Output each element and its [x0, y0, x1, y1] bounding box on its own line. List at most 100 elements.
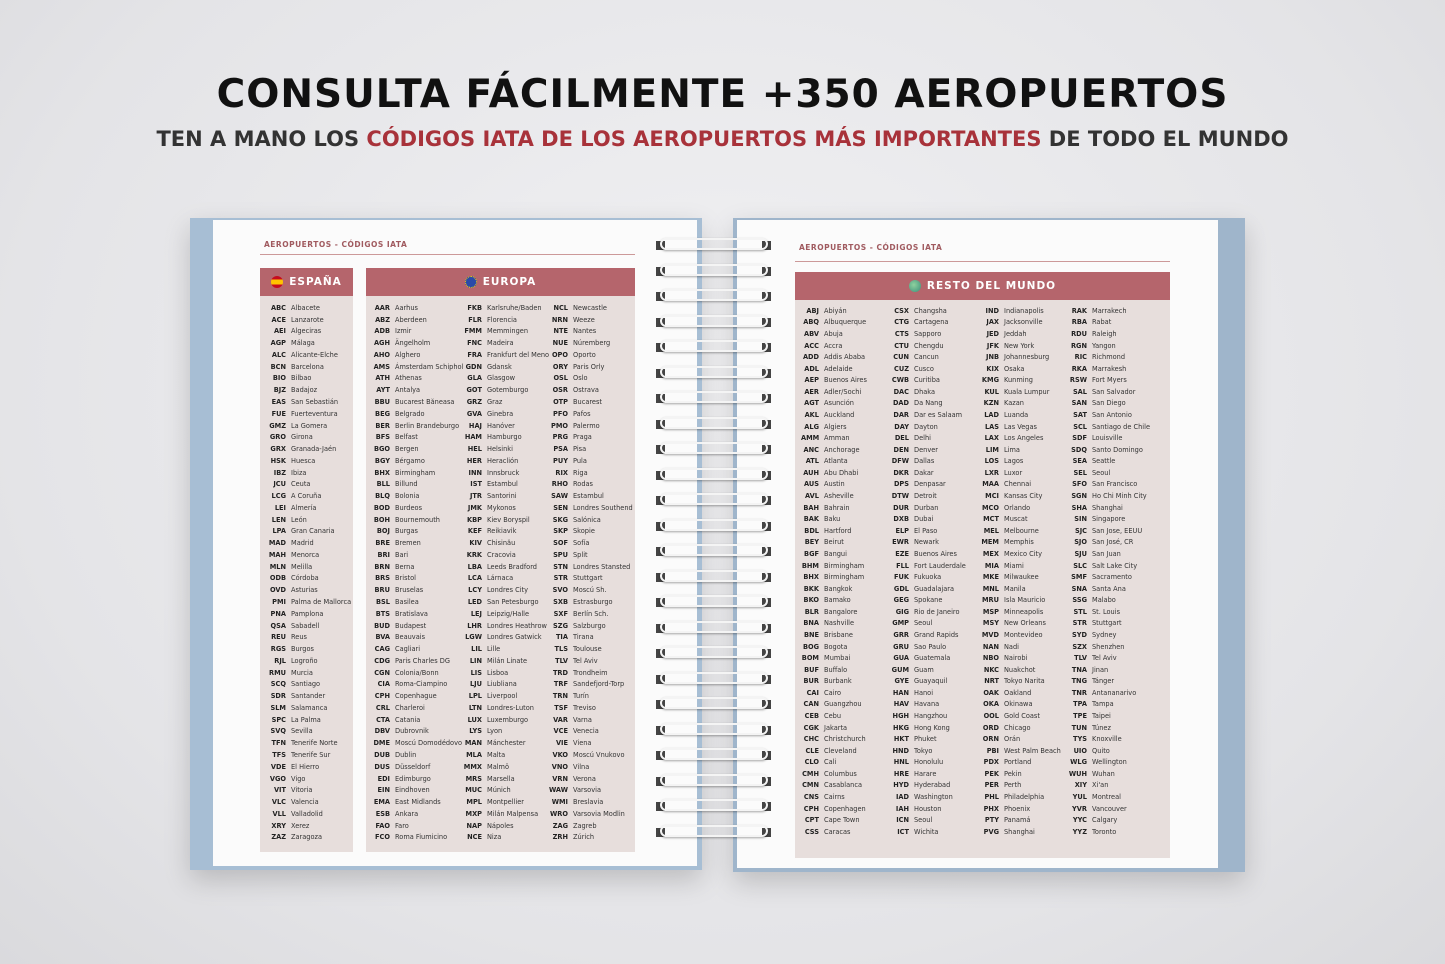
- iata-code: TNG: [1071, 677, 1087, 686]
- iata-code: CTU: [894, 341, 909, 350]
- iata-code: EDI: [377, 774, 390, 783]
- airport-row: IAD Washington: [889, 791, 966, 803]
- spain-flag-icon: [271, 276, 284, 288]
- airport-row: JTR Santorini: [460, 490, 549, 502]
- airport-row: MEX Mexico City: [979, 548, 1061, 560]
- iata-code: GEG: [893, 596, 909, 605]
- airport-row: SEA Seattle: [1067, 456, 1150, 468]
- airport-row: YUL Montreal: [1067, 791, 1150, 803]
- spiral-ring: [652, 391, 777, 405]
- city-name: Kunming: [1004, 376, 1033, 385]
- city-name: Valladolid: [291, 809, 323, 818]
- airport-row: WRO Varsovia Modlin: [548, 808, 633, 820]
- city-name: Colonia/Bonn: [395, 668, 439, 677]
- city-name: Louisville: [1092, 434, 1123, 443]
- iata-code: DUS: [374, 762, 390, 771]
- iata-code: HEL: [467, 445, 482, 454]
- iata-code: JTR: [469, 492, 482, 501]
- header-divider: [795, 261, 1170, 262]
- city-name: Budapest: [395, 621, 427, 630]
- airport-row: SHA Shanghai: [1067, 502, 1150, 514]
- airport-row: AKL Auckland: [801, 409, 867, 421]
- airport-row: RAK Marrakech: [1067, 305, 1150, 317]
- airport-row: GEG Spokane: [889, 594, 966, 606]
- city-name: Reus: [291, 633, 307, 642]
- airport-row: PTY Panamá: [979, 814, 1061, 826]
- city-name: Portland: [1004, 758, 1032, 767]
- iata-code: GRR: [893, 630, 909, 639]
- airport-row: SDQ Santo Domingo: [1067, 444, 1150, 456]
- iata-code: MPL: [466, 798, 482, 807]
- airport-row: SEN Londres Southend: [548, 502, 632, 514]
- iata-code: PMO: [551, 421, 568, 430]
- city-name: Birmingham: [824, 561, 865, 570]
- iata-code: IND: [985, 306, 999, 315]
- city-name: Muscat: [1004, 515, 1028, 524]
- iata-code: RAK: [1071, 306, 1087, 315]
- iata-code: LPL: [468, 692, 482, 701]
- iata-code: SCL: [1073, 422, 1087, 431]
- airport-row: PVG Shanghai: [979, 826, 1061, 838]
- city-name: Accra: [824, 341, 843, 350]
- airport-row: WMI Breslavia: [548, 796, 633, 808]
- airport-row: CGK Jakarta: [801, 722, 867, 734]
- iata-code: NUE: [552, 339, 568, 348]
- iata-code: HAV: [893, 700, 909, 709]
- iata-code: PHX: [983, 804, 999, 813]
- iata-code: HKG: [892, 723, 909, 732]
- city-name: East Midlands: [395, 798, 441, 807]
- airport-row: BGO Bergen: [370, 443, 463, 455]
- city-name: Palermo: [573, 421, 600, 430]
- airport-row: DTW Detroit: [889, 490, 966, 502]
- city-name: Hanoi: [914, 688, 934, 697]
- city-name: Milán Linate: [487, 656, 528, 665]
- city-name: Cali: [824, 758, 837, 767]
- city-name: Dakar: [914, 468, 934, 477]
- airport-row: ELP El Paso: [889, 525, 966, 537]
- airport-row: KRK Cracovia: [460, 549, 549, 561]
- city-name: Nantes: [573, 327, 597, 336]
- city-name: Lárnaca: [487, 574, 514, 583]
- city-name: Malabo: [1092, 596, 1116, 605]
- airport-row: ODB Córdoba: [264, 573, 351, 585]
- iata-code: HRE: [893, 769, 909, 778]
- airport-row: LAX Los Angeles: [979, 432, 1061, 444]
- airport-row: OSL Oslo: [548, 373, 633, 385]
- airport-row: BHX Birmingham: [370, 467, 463, 479]
- airport-row: ZAG Zagreb: [548, 820, 633, 832]
- city-name: Oporto: [573, 350, 596, 359]
- iata-code: SIN: [1074, 515, 1087, 524]
- iata-code: LEI: [274, 503, 286, 512]
- city-name: Antalya: [395, 386, 421, 395]
- airport-row: NAN Nadi: [979, 641, 1061, 653]
- city-name: San Francisco: [1092, 480, 1138, 489]
- airport-row: HND Tokyo: [889, 745, 966, 757]
- iata-code: CUN: [893, 353, 909, 362]
- city-name: Denver: [914, 445, 938, 454]
- city-name: Skopie: [573, 527, 595, 536]
- iata-code: SXF: [553, 609, 568, 618]
- city-name: Birmingham: [395, 468, 436, 477]
- iata-code: SFO: [1072, 480, 1087, 489]
- iata-code: KEF: [467, 527, 482, 536]
- iata-code: LHR: [467, 621, 482, 630]
- city-name: Girona: [291, 433, 313, 442]
- iata-code: BJZ: [273, 386, 286, 395]
- iata-code: AEI: [273, 327, 286, 336]
- airport-row: RIC Richmond: [1067, 351, 1150, 363]
- iata-code: ABC: [271, 303, 286, 312]
- airport-row: HAV Havana: [889, 699, 966, 711]
- airport-row: VIT Vitoria: [264, 784, 351, 796]
- city-name: Caracas: [824, 827, 851, 836]
- airport-row: LHR Londres Heathrow: [460, 620, 549, 632]
- city-name: Ängelholm: [395, 339, 431, 348]
- airport-row: CSX Changsha: [889, 305, 966, 317]
- city-name: San José, CR: [1092, 538, 1134, 547]
- airport-row: ABQ Albuquerque: [801, 317, 867, 329]
- city-name: Murcia: [291, 668, 313, 677]
- iata-code: CDG: [374, 656, 390, 665]
- airport-row: ICT Wichita: [889, 826, 966, 838]
- city-name: Havana: [914, 700, 940, 709]
- airport-row: CMN Casablanca: [801, 780, 867, 792]
- city-name: Kuala Lumpur: [1004, 387, 1050, 396]
